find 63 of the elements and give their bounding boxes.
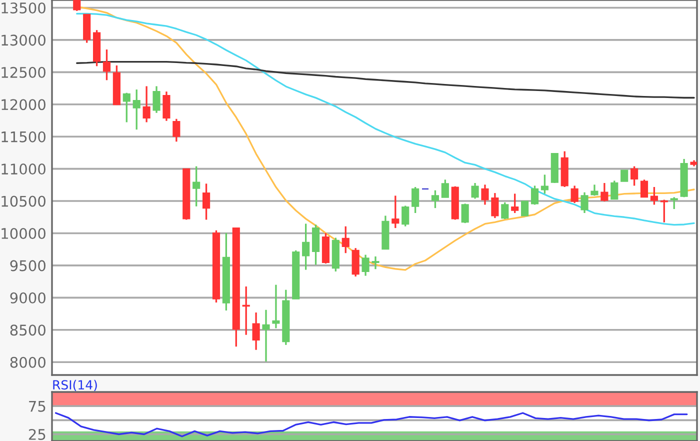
candlestick [362,254,370,277]
candlestick [73,0,81,12]
candlestick [122,92,130,124]
candlestick [441,178,449,198]
chart-title: RSI(14) [53,380,97,392]
line-series [76,12,695,226]
candlestick [580,191,588,214]
candlestick [620,170,628,182]
candlestick [152,85,160,114]
candlestick [412,186,420,214]
y-tick-label: 13000 [2,34,46,46]
candlestick [511,192,519,214]
y-tick-label: 11500 [2,131,46,142]
candlestick [352,247,360,278]
y-tick-label: 75 [29,400,46,412]
y-tick-label: 8000 [10,356,46,368]
candlestick [540,174,548,195]
candlestick [392,194,400,229]
candlestick [102,48,111,81]
candlestick [610,180,618,200]
candlestick [272,284,280,330]
candlestick [640,178,648,198]
line-series [54,412,688,438]
candlestick [461,202,469,224]
candlestick [202,182,210,221]
y-tick-label: 8500 [10,324,46,336]
candlestick [481,184,489,206]
candlestick [342,226,350,254]
candlestick [501,202,509,220]
candlestick [252,312,260,351]
candlestick [402,204,410,228]
y-tick-label: 10000 [2,228,46,239]
y-tick-label: 12500 [2,66,46,78]
candlestick [132,88,140,130]
candlestick [142,85,150,124]
candlestick [242,286,250,336]
candlestick [192,165,200,208]
candlestick [372,256,380,270]
candlestick [650,186,658,206]
y-tick-label: 10500 [2,196,46,207]
candlestick [670,196,678,210]
y-tick-label: 12000 [2,99,46,110]
candlestick [312,224,320,266]
candlestick [630,165,638,187]
y-tick-label: 9000 [10,292,46,304]
candlestick [431,190,440,209]
y-tick-label: 11000 [2,164,46,175]
candlestick [530,184,539,206]
y-tick-label: 9500 [10,260,46,272]
candlestick [491,192,499,219]
candlestick [660,198,668,224]
candlestick [600,182,608,202]
candlestick [471,182,479,200]
y-tick-label: 25 [28,428,46,440]
line-series [76,60,695,99]
candlestick [302,222,310,271]
candlestick [262,309,270,362]
candlestick [521,200,529,216]
candlestick [172,118,180,142]
candlestick [162,90,170,122]
y-tick-label: 13500 [2,2,46,14]
candlestick [590,184,598,197]
candlestick [570,184,578,204]
